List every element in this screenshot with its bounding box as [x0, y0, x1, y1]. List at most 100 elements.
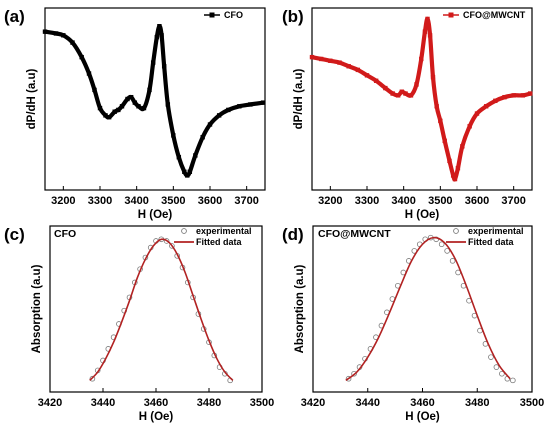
data-point	[79, 54, 84, 60]
data-point	[70, 40, 75, 45]
data-point	[499, 370, 505, 377]
x-tick-label: 3300	[355, 195, 379, 207]
data-point	[159, 33, 164, 38]
data-point	[493, 98, 498, 104]
data-point	[171, 133, 176, 138]
legend-marker	[209, 12, 215, 18]
data-point	[364, 73, 370, 78]
data-point	[422, 29, 428, 34]
x-axis-title: H (Oe)	[139, 411, 174, 423]
data-point	[427, 33, 433, 38]
data-point	[419, 56, 424, 62]
x-tick-label: 3600	[465, 195, 489, 207]
y-axis-title: dP/dH (a.u)	[26, 68, 38, 129]
data-point	[226, 107, 231, 113]
legend-label: Fitted data	[196, 237, 242, 247]
panel-title: CFO	[54, 228, 76, 240]
x-tick-label: 3500	[520, 397, 544, 409]
data-point	[309, 54, 315, 60]
x-tick-label: 3460	[144, 397, 168, 409]
series-fitted-data	[345, 236, 511, 382]
data-point	[403, 91, 408, 96]
data-point	[399, 89, 405, 94]
legend: CFO@MWCNT	[443, 10, 526, 20]
data-point	[216, 113, 222, 118]
panel-letter: (d)	[282, 225, 304, 244]
data-point	[442, 138, 447, 144]
data-point	[474, 111, 480, 116]
x-tick-label: 3500	[428, 195, 452, 207]
x-tick-label: 3200	[318, 195, 342, 207]
data-point	[200, 135, 205, 140]
series-cfo	[42, 24, 266, 178]
y-axis-title: Absorption (a.u)	[294, 264, 306, 353]
data-point	[447, 158, 452, 164]
data-point	[414, 82, 419, 87]
x-axis-title: H (Oe)	[405, 411, 440, 423]
data-point	[383, 85, 388, 91]
y-axis-title: dP/dH (a.u)	[293, 68, 305, 129]
x-tick-label: 3600	[198, 195, 222, 207]
plot-frame	[311, 7, 533, 191]
data-point	[510, 377, 516, 384]
data-point	[132, 100, 138, 105]
data-point	[488, 354, 494, 360]
data-point	[450, 173, 456, 178]
data-point	[444, 248, 450, 254]
data-point	[390, 91, 395, 96]
data-point	[511, 93, 516, 98]
data-point	[147, 87, 152, 93]
data-point	[97, 105, 103, 111]
data-point	[136, 104, 141, 109]
legend-label: experimental	[196, 226, 252, 236]
panel-letter: (c)	[4, 225, 25, 244]
data-point	[455, 165, 461, 171]
panel-d: (d) 3420 3440 3460 3480 3500 H (Oe) Absorption …	[282, 225, 544, 423]
data-point	[434, 104, 439, 109]
series-experimental	[345, 234, 516, 384]
x-tick-label: 3500	[161, 195, 185, 207]
fit-line	[89, 238, 234, 381]
data-point	[438, 118, 443, 124]
y-axis-title: Absorption (a.u)	[31, 264, 43, 353]
data-point	[176, 155, 182, 160]
data-point	[86, 71, 92, 76]
x-tick-label: 3400	[391, 195, 415, 207]
data-point	[169, 243, 175, 249]
data-point	[61, 33, 66, 38]
panel-letter: (a)	[4, 7, 25, 26]
data-point	[449, 258, 456, 264]
series-line	[42, 24, 266, 178]
data-point	[318, 56, 324, 62]
data-point	[125, 96, 130, 102]
legend: CFO	[204, 10, 243, 20]
data-point	[520, 93, 526, 98]
x-tick-label: 3400	[124, 195, 148, 207]
data-point	[346, 64, 351, 69]
panel-title: CFO@MWCNT	[318, 228, 391, 240]
legend-label: Fitted data	[468, 237, 514, 247]
data-point	[106, 115, 112, 120]
data-point	[345, 375, 352, 382]
data-point	[337, 60, 342, 65]
data-point	[355, 67, 361, 73]
x-axis-title: H (Oe)	[138, 209, 173, 221]
x-tick-label: 3460	[410, 397, 434, 409]
data-point	[89, 375, 96, 382]
data-point	[187, 169, 193, 174]
data-point	[351, 370, 357, 377]
x-tick-label: 3420	[301, 397, 325, 409]
x-tick-label: 3700	[501, 195, 525, 207]
data-point	[92, 87, 97, 93]
data-point	[185, 173, 190, 178]
x-tick-label: 3440	[356, 397, 380, 409]
x-tick-label: 3480	[465, 397, 489, 409]
data-point	[493, 364, 500, 370]
panel-a: (a) 3200 3300 3400 3500 3600 3700 H (Oe) dP/dH (…	[4, 7, 266, 221]
plot-frame	[44, 7, 266, 191]
data-point	[467, 124, 472, 129]
data-point	[53, 31, 59, 36]
